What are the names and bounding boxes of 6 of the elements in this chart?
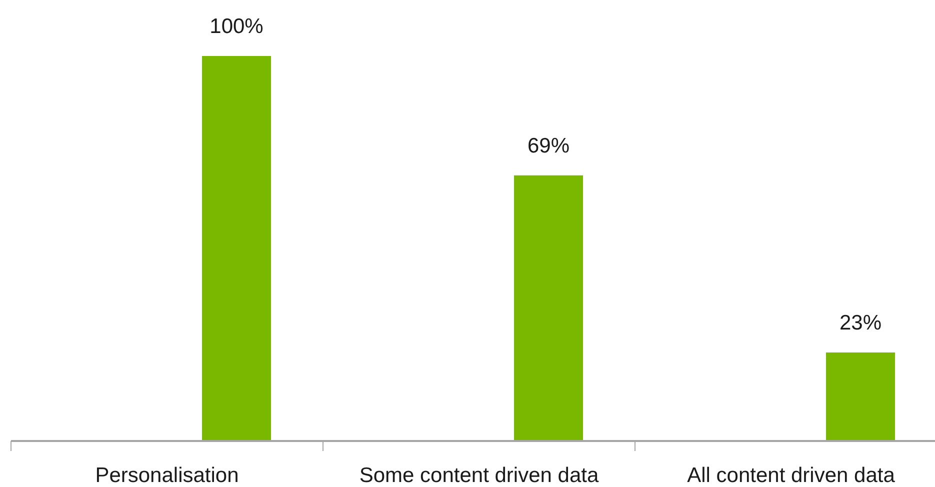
data-label: 100% — [210, 15, 264, 38]
data-label: 23% — [839, 311, 882, 334]
data-label: 69% — [527, 134, 570, 158]
x-tick-label: Some content driven data — [359, 464, 599, 487]
x-tick-label: All content driven data — [687, 464, 896, 487]
x-tick-label: Personalisation — [95, 464, 239, 487]
